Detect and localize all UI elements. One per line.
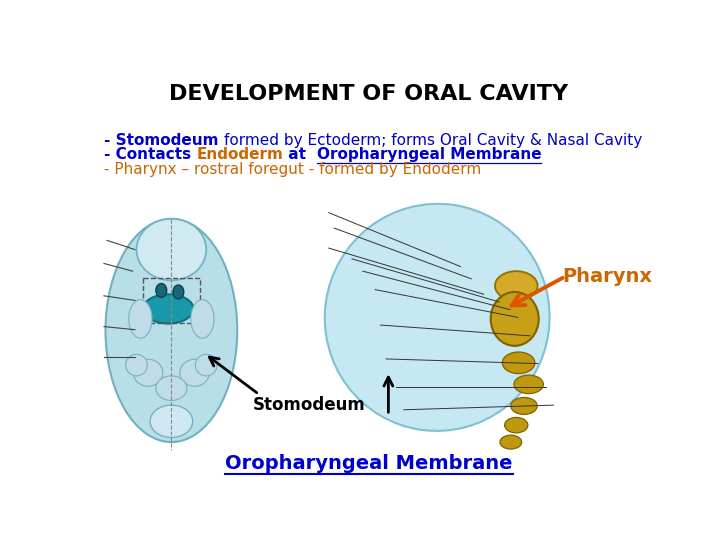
Text: Oropharyngeal Membrane: Oropharyngeal Membrane [225, 454, 513, 472]
Ellipse shape [150, 405, 193, 437]
Ellipse shape [495, 271, 538, 300]
Ellipse shape [143, 294, 194, 323]
Ellipse shape [156, 284, 167, 298]
Ellipse shape [173, 285, 184, 299]
Text: at: at [283, 147, 317, 162]
Text: formed by Ectoderm; forms Oral Cavity & Nasal Cavity: formed by Ectoderm; forms Oral Cavity & … [224, 132, 642, 147]
Text: Oropharyngeal Membrane: Oropharyngeal Membrane [317, 147, 541, 162]
Bar [143, 278, 200, 323]
Ellipse shape [126, 354, 148, 376]
Text: - Pharynx – rostral foregut - formed by Endoderm: - Pharynx – rostral foregut - formed by … [104, 162, 481, 177]
Ellipse shape [137, 219, 206, 280]
Ellipse shape [505, 417, 528, 433]
Text: Endoderm: Endoderm [197, 147, 283, 162]
Ellipse shape [500, 435, 522, 449]
Ellipse shape [133, 359, 163, 386]
Ellipse shape [106, 219, 238, 442]
Text: Pharynx: Pharynx [563, 267, 653, 286]
Ellipse shape [514, 375, 544, 394]
Ellipse shape [129, 300, 152, 338]
Ellipse shape [490, 292, 539, 346]
Ellipse shape [510, 397, 537, 414]
Ellipse shape [503, 352, 535, 374]
Ellipse shape [325, 204, 549, 431]
Text: Stomodeum: Stomodeum [253, 396, 366, 414]
Text: - Contacts: - Contacts [104, 147, 197, 162]
Ellipse shape [156, 376, 187, 401]
Text: - Stomodeum: - Stomodeum [104, 132, 224, 147]
Ellipse shape [180, 359, 210, 386]
Ellipse shape [195, 354, 217, 376]
Ellipse shape [191, 300, 214, 338]
Text: DEVELOPMENT OF ORAL CAVITY: DEVELOPMENT OF ORAL CAVITY [169, 84, 569, 104]
